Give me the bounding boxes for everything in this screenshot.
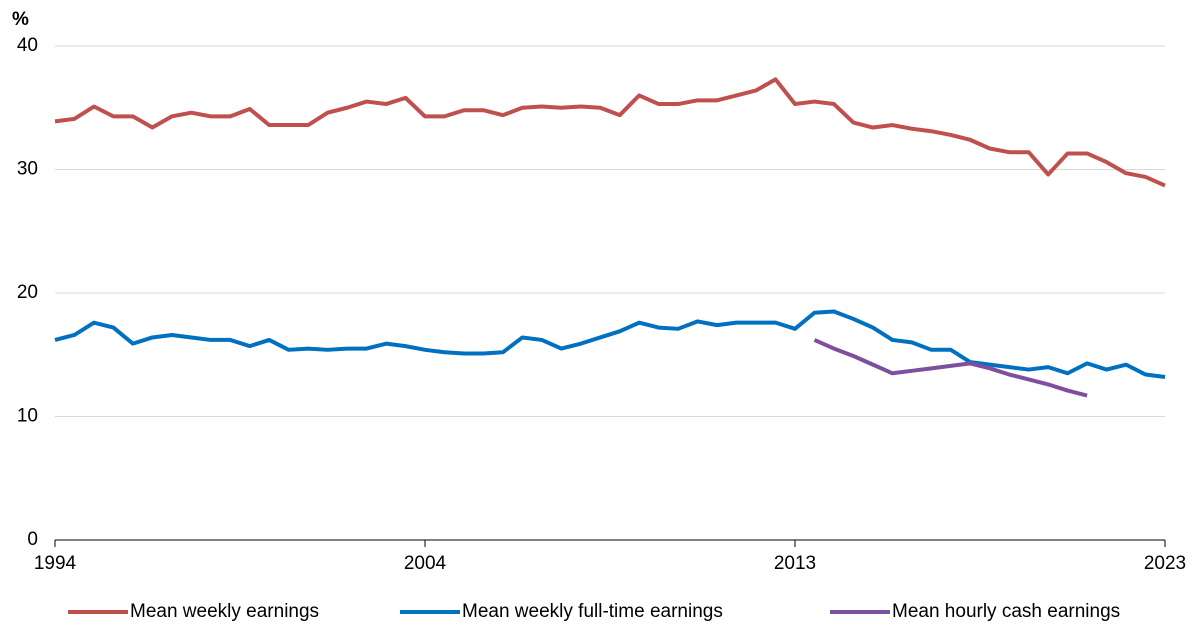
x-tick-label: 1994 xyxy=(34,553,77,574)
legend-label: Mean weekly earnings xyxy=(130,601,319,622)
line xyxy=(813,338,1088,398)
line xyxy=(54,309,1166,379)
y-tick-label: 30 xyxy=(17,159,38,180)
y-tick-label: 20 xyxy=(17,282,38,303)
y-tick-label: 40 xyxy=(17,35,38,56)
line xyxy=(54,77,1166,188)
x-tick-label: 2013 xyxy=(774,553,816,574)
y-tick-label: 0 xyxy=(27,529,38,550)
legend-label: Mean hourly cash earnings xyxy=(892,601,1120,622)
x-tick-label: 2023 xyxy=(1144,553,1186,574)
x-tick-label: 2004 xyxy=(404,553,447,574)
legend-label: Mean weekly full-time earnings xyxy=(462,601,723,622)
y-unit: % xyxy=(12,9,29,30)
y-tick-label: 10 xyxy=(17,406,38,427)
